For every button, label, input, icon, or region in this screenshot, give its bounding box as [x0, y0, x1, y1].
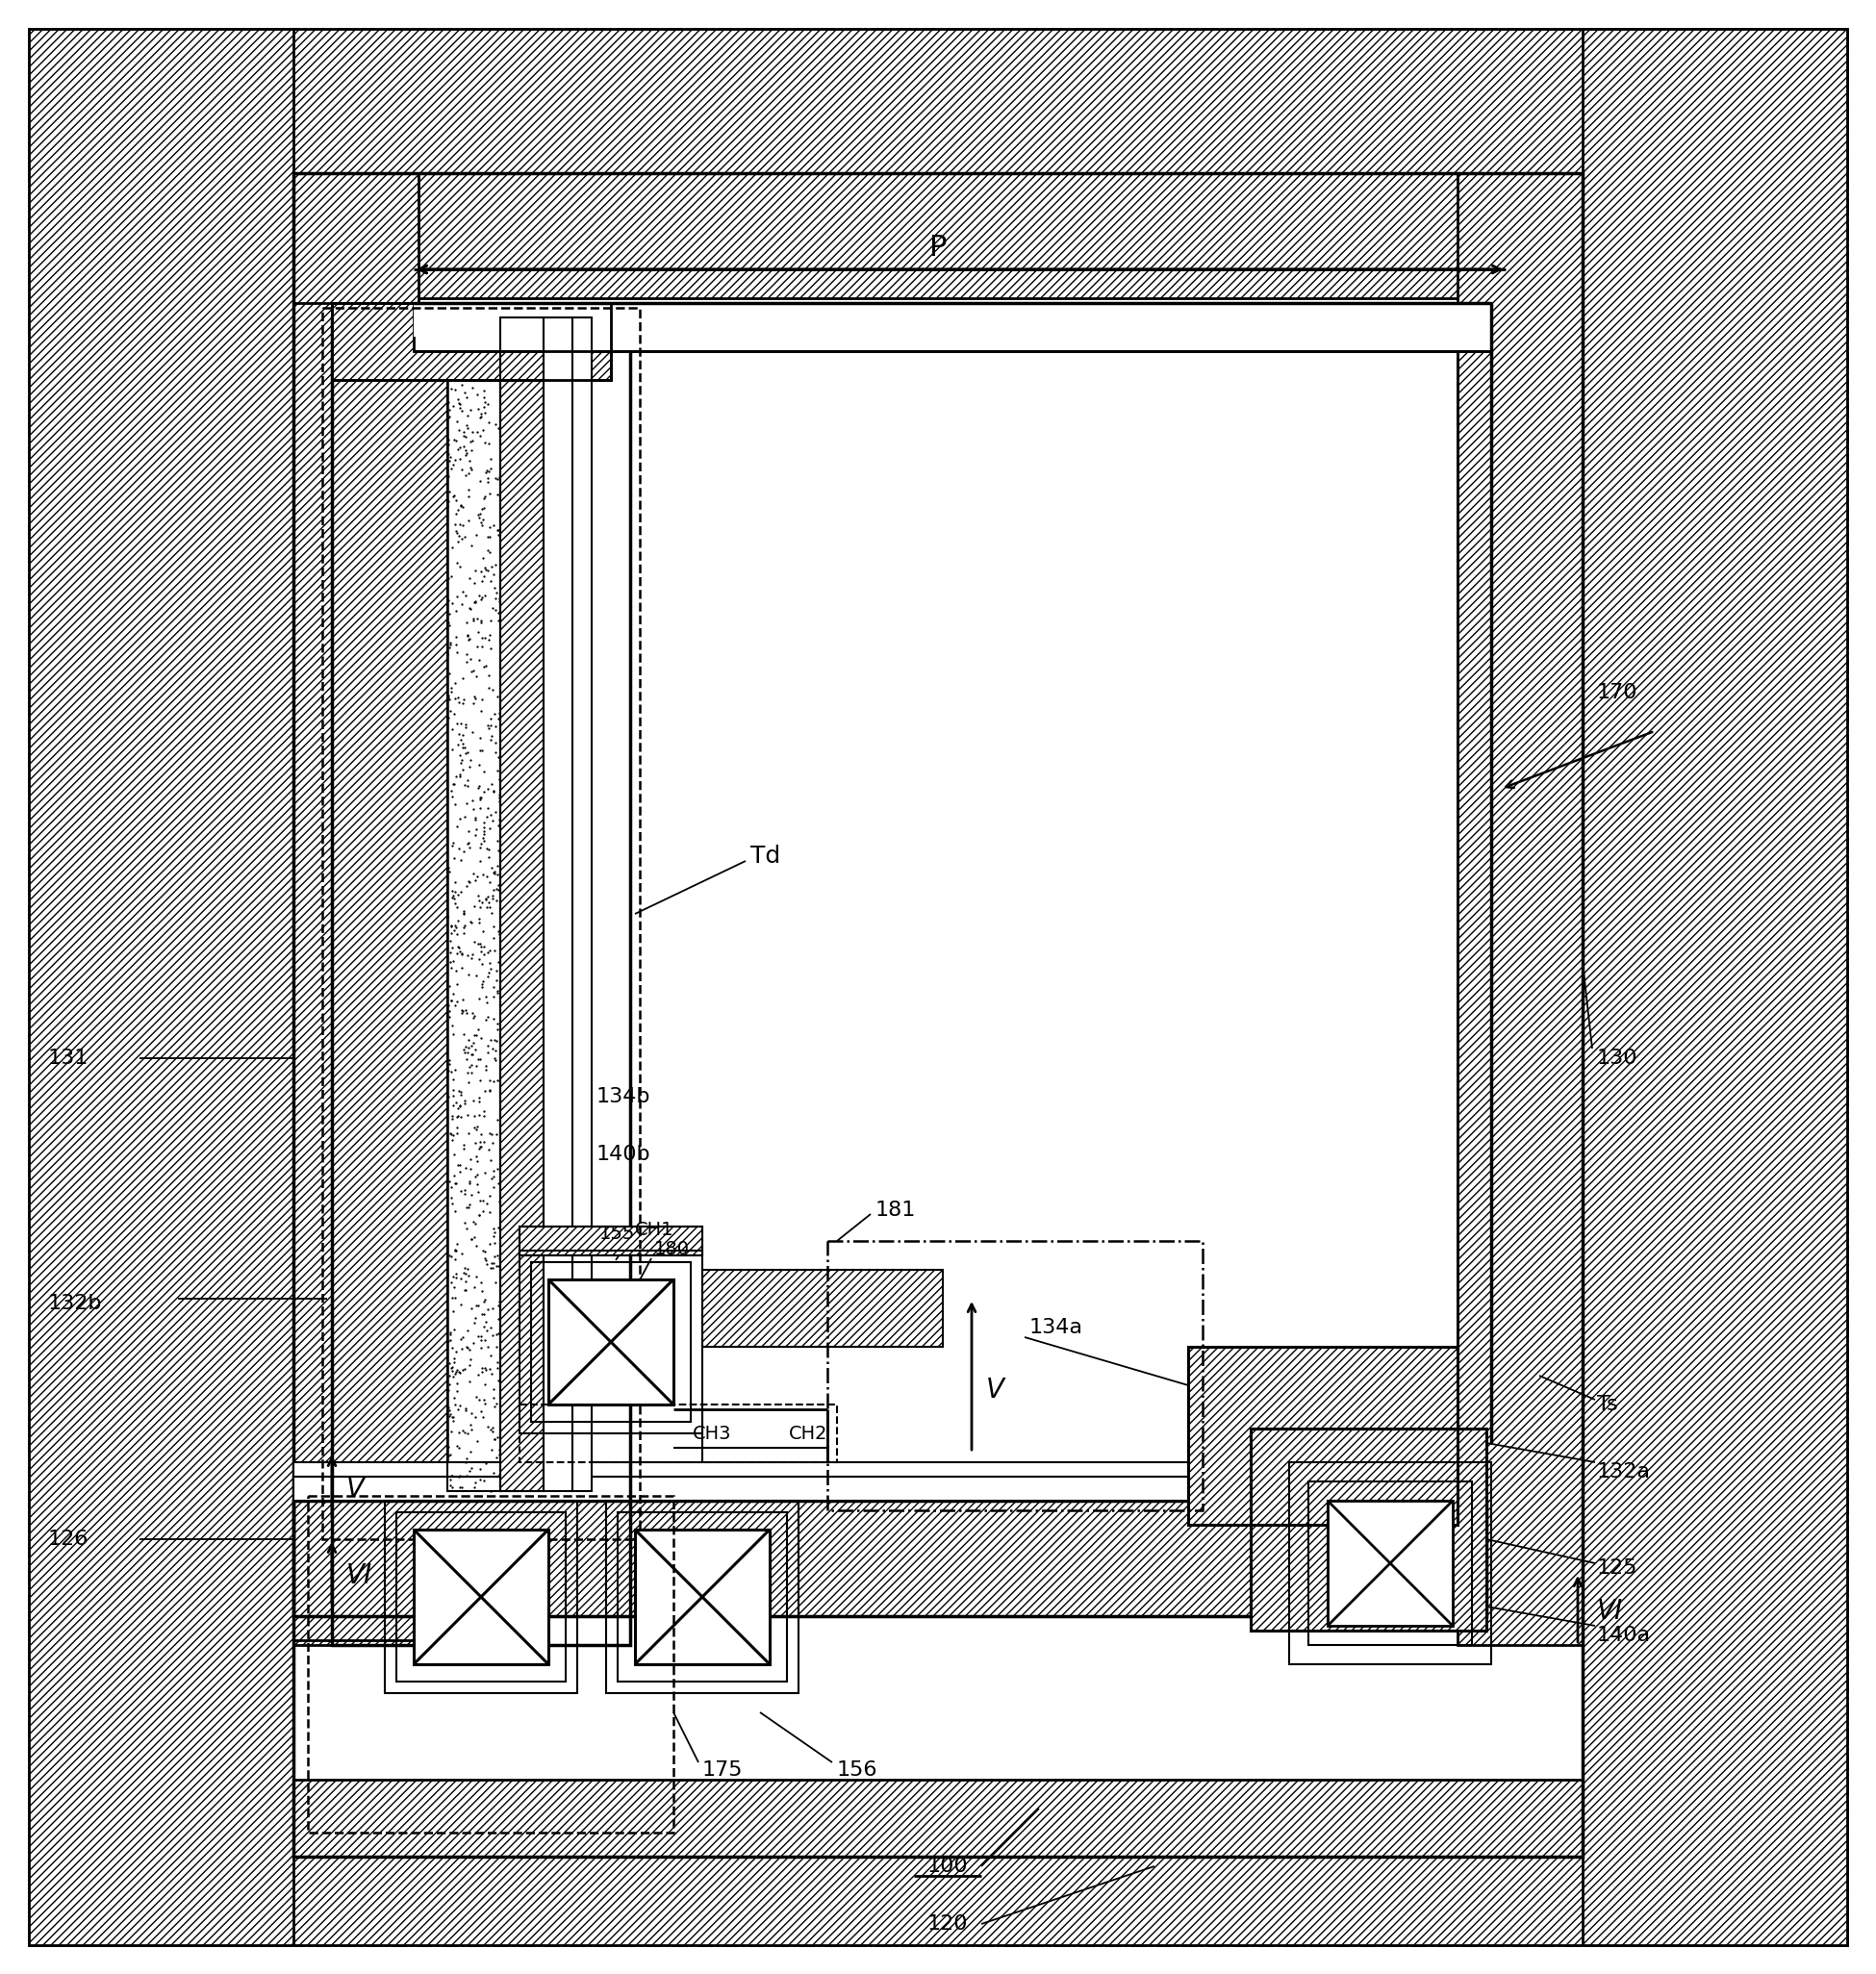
Bar — [396, 1512, 567, 1682]
Bar — [520, 1226, 702, 1255]
Bar — [501, 318, 544, 1490]
Bar — [385, 1500, 578, 1694]
Bar — [293, 1477, 1486, 1500]
Text: P: P — [929, 233, 947, 263]
Bar — [293, 304, 418, 1640]
Bar — [606, 1500, 799, 1694]
Text: 170: 170 — [1596, 683, 1638, 703]
Bar — [293, 174, 1583, 1858]
Bar — [1583, 30, 1848, 1944]
Text: V: V — [987, 1376, 1004, 1404]
Bar — [1251, 1429, 1486, 1631]
Bar — [702, 1269, 944, 1346]
Bar — [293, 1500, 1486, 1617]
Bar — [332, 318, 446, 1490]
Text: 175: 175 — [702, 1761, 743, 1781]
Text: VI: VI — [347, 1561, 373, 1589]
Bar — [572, 318, 591, 1490]
Bar — [617, 1512, 786, 1682]
Text: V: V — [347, 1477, 364, 1502]
Text: VI: VI — [1596, 1597, 1623, 1625]
Bar — [531, 1261, 690, 1421]
Bar — [332, 304, 612, 379]
Text: 134b: 134b — [597, 1088, 651, 1105]
Bar — [827, 1242, 1203, 1510]
Text: CH1: CH1 — [634, 1220, 673, 1238]
Text: 131: 131 — [49, 1048, 88, 1068]
Bar — [501, 318, 544, 1490]
Text: 100: 100 — [927, 1858, 968, 1875]
Bar — [293, 174, 1583, 1800]
Bar — [323, 308, 640, 1540]
Text: Ts: Ts — [1596, 1396, 1617, 1413]
Bar — [634, 1530, 769, 1664]
Bar — [293, 1781, 1583, 1858]
Text: 130: 130 — [1596, 1048, 1638, 1068]
Bar — [293, 1500, 1486, 1617]
Bar — [446, 318, 501, 1490]
Text: CH2: CH2 — [790, 1423, 827, 1443]
Text: 156: 156 — [837, 1761, 878, 1781]
Bar — [520, 1226, 702, 1255]
Bar — [520, 1405, 837, 1463]
Text: 126: 126 — [49, 1530, 88, 1550]
Bar — [520, 1252, 702, 1433]
Bar — [1458, 174, 1583, 1644]
Bar — [1328, 1500, 1452, 1627]
Bar — [28, 1800, 1848, 1944]
Bar — [293, 174, 418, 1644]
Bar — [1188, 1346, 1458, 1524]
Text: 132a: 132a — [1596, 1463, 1651, 1480]
Bar — [415, 304, 1491, 351]
Bar — [332, 304, 612, 379]
Bar — [28, 30, 1848, 174]
Bar — [1251, 1429, 1486, 1631]
Bar — [293, 174, 1583, 298]
Text: 125: 125 — [1596, 1557, 1638, 1577]
Bar — [308, 1496, 673, 1832]
Text: 134a: 134a — [1030, 1319, 1082, 1336]
Bar — [634, 1530, 769, 1664]
Bar — [415, 1530, 548, 1664]
Text: CH3: CH3 — [692, 1423, 732, 1443]
Bar — [544, 318, 572, 1490]
Text: 120: 120 — [927, 1915, 968, 1935]
Bar — [1188, 1346, 1458, 1524]
Bar — [28, 30, 293, 1944]
Text: 140a: 140a — [1596, 1627, 1651, 1644]
Text: Td: Td — [750, 845, 780, 869]
Text: 181: 181 — [876, 1200, 915, 1220]
Bar — [548, 1279, 673, 1405]
Text: 140b: 140b — [597, 1145, 651, 1165]
Bar — [1289, 1463, 1491, 1664]
Bar — [293, 1463, 1486, 1477]
Bar — [415, 304, 1491, 338]
Text: 155: 155 — [598, 1224, 636, 1242]
Bar — [1328, 1500, 1452, 1627]
Text: 180: 180 — [655, 1240, 690, 1257]
Bar — [1308, 1480, 1473, 1644]
Bar — [548, 1279, 673, 1405]
Bar — [332, 318, 630, 1644]
Bar — [415, 1530, 548, 1664]
Text: 132b: 132b — [49, 1293, 103, 1313]
